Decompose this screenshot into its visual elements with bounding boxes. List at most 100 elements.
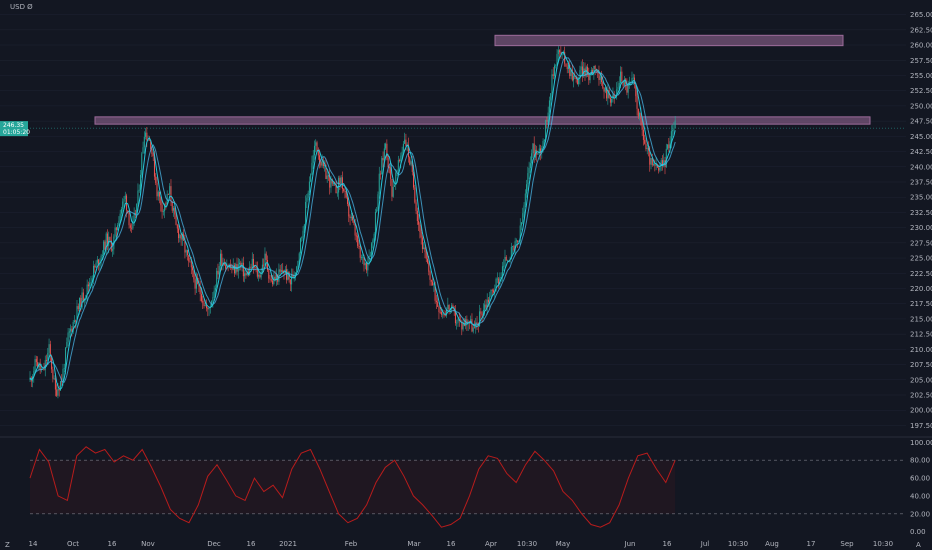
candle-body: [437, 302, 439, 307]
candle-body: [157, 191, 159, 197]
price-badge: 246.35 01:05:20: [0, 121, 30, 137]
auto-scale-icon[interactable]: A: [916, 541, 921, 549]
candle-body: [358, 245, 360, 247]
candle-body: [614, 95, 616, 98]
time-tick-label: Aug: [765, 540, 779, 548]
candle-body: [396, 170, 398, 173]
candle-body: [258, 274, 260, 277]
candle-body: [120, 209, 122, 214]
candle-body: [570, 69, 572, 77]
candle-body: [443, 314, 445, 316]
candle-body: [491, 289, 493, 291]
candle-body: [118, 220, 120, 226]
candle-body: [139, 174, 141, 190]
candle-body: [589, 74, 591, 81]
candle-body: [52, 369, 54, 379]
candle-body: [268, 270, 270, 279]
candle-body: [333, 183, 335, 184]
price-tick-label: 202.50: [910, 392, 932, 400]
candle-body: [256, 267, 258, 277]
oscillator-tick-label: 0.00: [910, 528, 926, 536]
candle-body: [39, 362, 41, 370]
candle-body: [540, 148, 542, 154]
candle-body: [501, 266, 503, 278]
time-tick-label: 16: [247, 540, 256, 548]
price-tick-label: 215.00: [910, 315, 932, 323]
candle-body: [176, 224, 178, 229]
price-axis[interactable]: 265.00 262.50 260.00 257.50 255.00 252.50 250.…: [910, 11, 932, 430]
candle-body: [282, 270, 284, 273]
candle-body: [260, 271, 262, 278]
candle-body: [471, 319, 473, 332]
candle-body: [454, 311, 456, 324]
candle-body: [203, 302, 205, 306]
candle-body: [548, 100, 550, 113]
time-axis[interactable]: 14 Oct 16 Nov Dec 16 2021 Feb Mar 16 Apr 10:30 May Ju…: [29, 540, 894, 548]
candle-body: [371, 243, 373, 256]
oscillator-tick-label: 40.00: [910, 492, 930, 500]
candle-body: [383, 148, 385, 161]
time-tick-label: May: [556, 540, 570, 548]
time-tick-label: 17: [807, 540, 816, 548]
candle-body: [117, 225, 119, 231]
time-tick-label: 10:30: [517, 540, 537, 548]
candle-body: [573, 75, 575, 81]
candle-body: [58, 389, 60, 391]
candle-body: [195, 278, 197, 289]
candle-body: [173, 207, 175, 211]
candle-body: [59, 381, 61, 391]
candle-body: [316, 142, 318, 152]
candle-body: [617, 87, 619, 90]
candle-body: [430, 279, 432, 282]
candle-body: [184, 240, 186, 253]
candle-body: [330, 178, 332, 188]
candle-body: [363, 257, 365, 266]
candle-body: [239, 262, 241, 265]
candle-body: [296, 266, 298, 273]
candle-body: [378, 173, 380, 195]
candle-body: [310, 174, 312, 182]
candle-body: [414, 187, 416, 203]
time-tick-label: 16: [447, 540, 456, 548]
candle-body: [444, 315, 446, 317]
candle-body: [198, 283, 200, 287]
candle-body: [100, 255, 102, 263]
candle-body: [217, 270, 219, 275]
candle-body: [124, 195, 126, 199]
candle-body: [523, 205, 525, 214]
price-tick-label: 235.00: [910, 194, 932, 202]
oscillator-tick-label: 80.00: [910, 457, 930, 465]
candle-body: [399, 160, 401, 162]
candle-body: [171, 201, 173, 211]
candle-body: [278, 269, 280, 282]
candle-body: [579, 70, 581, 79]
candle-body: [104, 241, 106, 250]
candle-body: [653, 164, 655, 166]
candle-body: [160, 196, 162, 206]
candle-body: [369, 255, 371, 257]
z-icon[interactable]: Z: [5, 541, 10, 549]
candle-body: [386, 143, 388, 158]
candle-body: [289, 279, 291, 285]
candle-body: [598, 71, 600, 80]
price-tick-label: 255.00: [910, 72, 932, 80]
candle-body: [119, 213, 121, 221]
candle-body: [199, 286, 201, 295]
oscillator-tick-label: 60.00: [910, 475, 930, 483]
candle-body: [649, 150, 651, 165]
candle-body: [213, 290, 215, 298]
candle-body: [206, 305, 208, 309]
candle-body: [578, 78, 580, 85]
candle-body: [251, 258, 253, 268]
candle-body: [489, 296, 491, 303]
candle-body: [94, 265, 96, 268]
candle-body: [347, 197, 348, 205]
candle-body: [134, 213, 136, 214]
candle-body: [312, 155, 314, 163]
candle-body: [302, 230, 304, 238]
candle-body: [246, 271, 248, 276]
candle-body: [103, 241, 105, 256]
candle-body: [609, 97, 611, 103]
candle-body: [136, 203, 138, 214]
